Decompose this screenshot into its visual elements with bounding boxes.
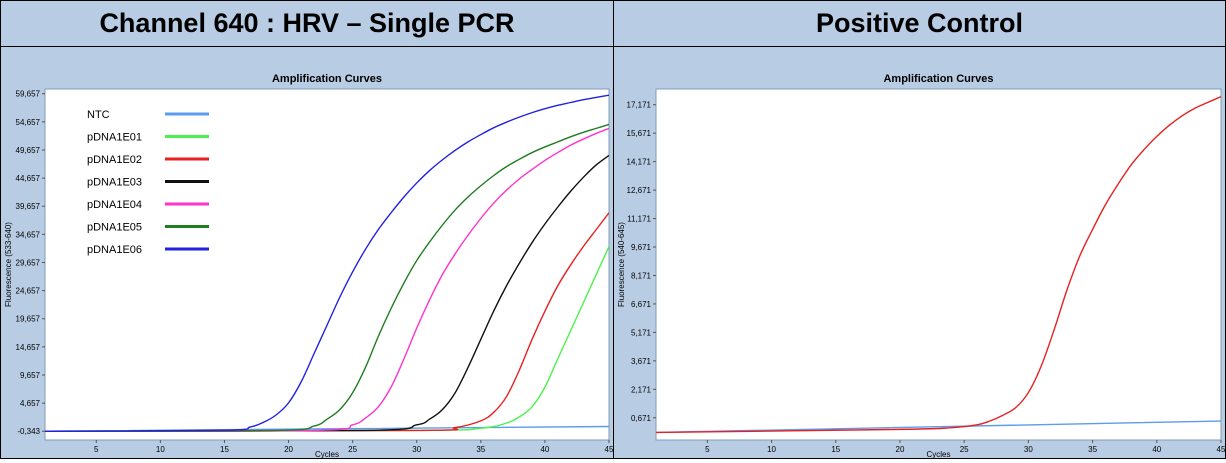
x-axis-label: Cycles (926, 450, 950, 458)
x-tick-label: 5 (94, 445, 99, 454)
legend-label: pDNA1E03 (87, 177, 142, 189)
y-axis-label: Fluorescence (540-645) (617, 222, 626, 307)
y-tick-label: 54,657 (16, 118, 41, 127)
legend-label: pDNA1E02 (87, 154, 142, 166)
x-tick-label: 20 (284, 445, 293, 454)
legend-label: pDNA1E05 (87, 222, 142, 234)
y-tick-label: 15,671 (627, 129, 652, 138)
y-tick-label: 9,657 (20, 371, 41, 380)
y-tick-label: 9,671 (631, 243, 652, 252)
y-tick-label: 11,171 (627, 215, 651, 224)
x-tick-label: 20 (896, 445, 905, 454)
left-chart-cell: Amplification Curves -0,343 4,657 9,657 14,6… (1, 47, 613, 458)
y-tick-label: 59,657 (16, 90, 41, 99)
y-tick-label: 34,657 (16, 230, 41, 239)
legend-label: pDNA1E06 (87, 244, 142, 256)
x-tick-label: 35 (476, 445, 485, 454)
y-tick-label: 29,657 (16, 258, 41, 267)
right-header: Positive Control (614, 1, 1225, 47)
x-tick-label: 30 (412, 445, 421, 454)
y-tick-label: 0,671 (631, 414, 652, 423)
x-tick-label: 35 (1088, 445, 1097, 454)
y-tick-label: 3,671 (631, 357, 652, 366)
y-tick-label: 24,657 (16, 287, 41, 296)
y-tick-label: 49,657 (16, 146, 41, 155)
x-tick-label: 40 (1152, 445, 1161, 454)
y-axis-label: Fluorescence (533-640) (4, 222, 13, 307)
y-tick-label: 17,171 (627, 101, 652, 110)
y-tick-label: 5,171 (631, 328, 652, 337)
y-tick-label: 8,171 (631, 271, 652, 280)
x-tick-label: 45 (605, 445, 613, 454)
legend-label: pDNA1E01 (87, 132, 142, 144)
amplification-chart-left: Amplification Curves -0,343 4,657 9,657 14,6… (1, 47, 613, 458)
x-tick-label: 15 (831, 445, 840, 454)
chart-title: Amplification Curves (272, 73, 382, 85)
y-tick-label: 2,171 (631, 385, 652, 394)
column-divider (613, 1, 614, 458)
plot-area (656, 89, 1221, 440)
y-tick-label: 39,657 (16, 202, 41, 211)
chart-title: Amplification Curves (883, 73, 993, 85)
y-tick-label: 19,657 (16, 315, 41, 324)
right-chart-cell: Amplification Curves 0,671 2,171 3,671 5,171… (614, 47, 1225, 458)
x-tick-label: 45 (1217, 445, 1225, 454)
y-tick-label: 44,657 (16, 174, 41, 183)
x-tick-label: 15 (220, 445, 229, 454)
x-tick-label: 10 (767, 445, 776, 454)
x-axis-label: Cycles (315, 450, 339, 458)
amplification-chart-right: Amplification Curves 0,671 2,171 3,671 5,171… (614, 47, 1225, 458)
x-tick-label: 30 (1024, 445, 1033, 454)
y-tick-label: 14,171 (627, 158, 652, 167)
x-tick-label: 10 (156, 445, 165, 454)
y-tick-label: 12,671 (627, 186, 652, 195)
legend-label: pDNA1E04 (87, 199, 142, 211)
x-tick-label: 25 (960, 445, 969, 454)
y-tick-label: 6,671 (631, 300, 652, 309)
x-tick-label: 25 (348, 445, 357, 454)
left-header: Channel 640 : HRV – Single PCR (1, 1, 613, 47)
x-tick-label: 40 (540, 445, 549, 454)
x-tick-label: 5 (705, 445, 710, 454)
y-tick-label: -0,343 (17, 427, 40, 436)
y-tick-label: 14,657 (16, 343, 41, 352)
y-tick-label: 4,657 (20, 399, 41, 408)
legend-label: NTC (87, 109, 110, 121)
